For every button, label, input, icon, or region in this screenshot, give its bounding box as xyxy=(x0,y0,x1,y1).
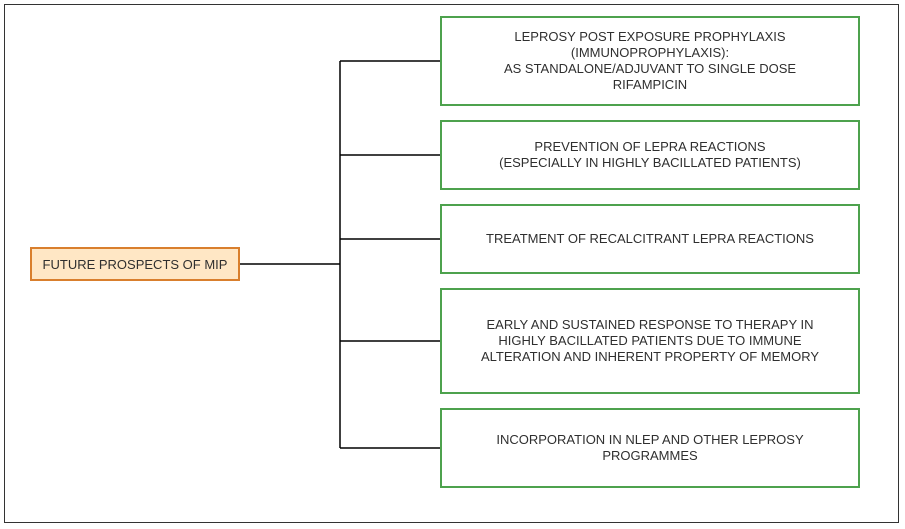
child-label-2: TREATMENT OF RECALCITRANT LEPRA REACTION… xyxy=(486,231,814,247)
child-node-4: INCORPORATION IN NLEP AND OTHER LEPROSYP… xyxy=(440,408,860,488)
child-node-3: EARLY AND SUSTAINED RESPONSE TO THERAPY … xyxy=(440,288,860,394)
child-label-3: EARLY AND SUSTAINED RESPONSE TO THERAPY … xyxy=(481,317,819,366)
root-node: FUTURE PROSPECTS OF MIP xyxy=(30,247,240,281)
child-node-1: PREVENTION OF LEPRA REACTIONS(ESPECIALLY… xyxy=(440,120,860,190)
child-node-2: TREATMENT OF RECALCITRANT LEPRA REACTION… xyxy=(440,204,860,274)
child-label-4: INCORPORATION IN NLEP AND OTHER LEPROSYP… xyxy=(496,432,803,465)
root-label: FUTURE PROSPECTS OF MIP xyxy=(43,257,228,272)
child-label-0: LEPROSY POST EXPOSURE PROPHYLAXIS(IMMUNO… xyxy=(504,29,796,94)
child-label-1: PREVENTION OF LEPRA REACTIONS(ESPECIALLY… xyxy=(499,139,801,172)
child-node-0: LEPROSY POST EXPOSURE PROPHYLAXIS(IMMUNO… xyxy=(440,16,860,106)
